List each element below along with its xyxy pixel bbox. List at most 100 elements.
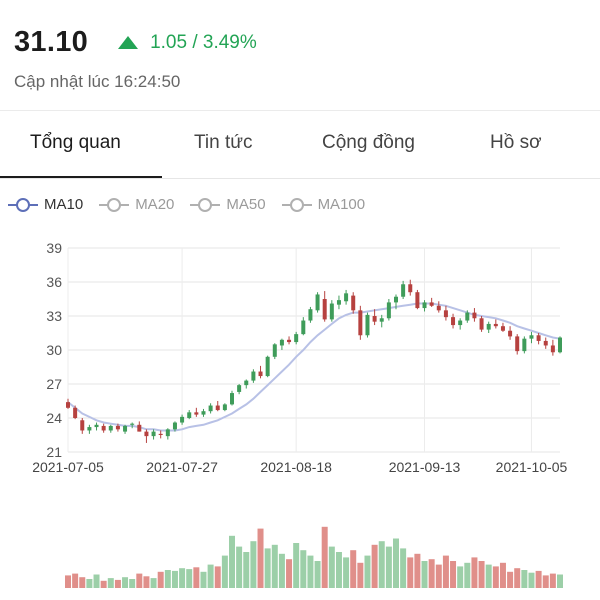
tab-news[interactable]: Tin tức bbox=[194, 132, 253, 153]
volume-bar bbox=[129, 579, 136, 588]
candle-body bbox=[115, 425, 120, 430]
volume-bar bbox=[236, 546, 243, 588]
candle-body bbox=[401, 284, 406, 297]
volume-bar bbox=[328, 546, 335, 588]
update-time: Cập nhật lúc 16:24:50 bbox=[14, 72, 181, 91]
candle-body bbox=[222, 404, 227, 411]
candle-body bbox=[251, 371, 256, 381]
candle-body bbox=[436, 305, 441, 311]
candle-body bbox=[94, 424, 99, 428]
indicator-legend: MA10 MA20 MA50 MA100 bbox=[8, 196, 381, 213]
volume-bar bbox=[221, 555, 228, 588]
candle-body bbox=[508, 330, 513, 337]
legend-label: MA20 bbox=[135, 196, 175, 213]
candle-body bbox=[479, 318, 484, 330]
candle-body bbox=[237, 385, 242, 392]
volume-bar bbox=[136, 573, 143, 588]
price-change: 1.05 / 3.49% bbox=[118, 32, 257, 54]
volume-bar bbox=[314, 561, 321, 588]
volume-bar bbox=[293, 543, 300, 588]
candle-body bbox=[408, 284, 413, 293]
tab-community[interactable]: Cộng đồng bbox=[322, 132, 415, 153]
candle-body bbox=[329, 303, 334, 320]
volume-bar bbox=[179, 568, 186, 588]
legend-label: MA10 bbox=[44, 196, 84, 213]
candle-body bbox=[137, 424, 142, 432]
candle-body bbox=[201, 411, 206, 415]
candle-body bbox=[130, 423, 135, 425]
x-tick-label: 2021-09-13 bbox=[389, 459, 461, 475]
volume-bar bbox=[464, 562, 471, 588]
candle-body bbox=[230, 393, 234, 405]
candle-body bbox=[101, 425, 106, 431]
y-tick-label: 36 bbox=[46, 274, 62, 290]
volume-bar bbox=[357, 562, 364, 588]
candle-body bbox=[73, 407, 78, 418]
candle-body bbox=[336, 300, 341, 305]
candle-body bbox=[443, 310, 448, 318]
volume-bar bbox=[507, 571, 514, 588]
volume-bar bbox=[114, 579, 121, 588]
candle-body bbox=[379, 318, 384, 322]
volume-bar bbox=[535, 570, 542, 588]
candle-body bbox=[344, 293, 349, 302]
volume-bar bbox=[65, 575, 71, 588]
candle-body bbox=[536, 335, 541, 341]
legend-ma10[interactable]: MA10 bbox=[8, 196, 83, 213]
volume-bar bbox=[300, 550, 307, 588]
y-tick-label: 27 bbox=[46, 376, 62, 392]
candle-body bbox=[194, 412, 199, 415]
active-tab-indicator bbox=[0, 176, 162, 179]
y-tick-label: 33 bbox=[46, 308, 62, 324]
candle-body bbox=[144, 431, 149, 437]
volume-bar bbox=[364, 555, 371, 588]
candle-body bbox=[429, 302, 434, 306]
volume-bar bbox=[122, 577, 129, 588]
candle-body bbox=[287, 339, 292, 343]
volume-bar bbox=[385, 546, 392, 588]
volume-bar bbox=[250, 541, 257, 588]
volume-bar bbox=[171, 570, 178, 588]
legend-ma50[interactable]: MA50 bbox=[190, 196, 266, 213]
x-tick-label: 2021-08-18 bbox=[260, 459, 332, 475]
tab-overview[interactable]: Tổng quan bbox=[30, 132, 121, 153]
candle-body bbox=[258, 371, 263, 377]
volume-bar bbox=[514, 568, 521, 588]
price-header: 31.10 1.05 / 3.49% bbox=[14, 26, 257, 59]
volume-bar bbox=[542, 575, 549, 588]
volume-bar bbox=[478, 561, 485, 588]
candle-body bbox=[265, 356, 270, 377]
volume-bar bbox=[214, 566, 221, 588]
candle-body bbox=[308, 309, 313, 321]
volume-bar bbox=[343, 557, 350, 588]
candle-body bbox=[187, 412, 192, 418]
candle-body bbox=[515, 336, 520, 352]
volume-bar bbox=[457, 566, 464, 588]
volume-bar bbox=[186, 569, 193, 588]
volume-bar bbox=[450, 561, 457, 588]
candle-body bbox=[172, 422, 177, 430]
x-tick-label: 2021-07-27 bbox=[146, 459, 218, 475]
legend-ma100[interactable]: MA100 bbox=[281, 196, 366, 213]
line-ring-icon bbox=[190, 197, 221, 212]
volume-bar bbox=[286, 559, 293, 588]
volume-bar bbox=[557, 574, 563, 588]
tab-profile[interactable]: Hồ sơ bbox=[490, 132, 542, 153]
volume-bar bbox=[335, 552, 342, 588]
y-tick-label: 39 bbox=[46, 240, 62, 256]
candle-body bbox=[215, 405, 220, 411]
volume-bar bbox=[107, 578, 114, 588]
x-tick-label: 2021-07-05 bbox=[32, 459, 104, 475]
candle-body bbox=[543, 340, 548, 346]
volume-bar bbox=[442, 555, 449, 588]
volume-bar bbox=[549, 573, 556, 588]
candle-body bbox=[358, 310, 363, 336]
current-price: 31.10 bbox=[14, 26, 89, 58]
candle-body bbox=[315, 294, 320, 311]
volume-bar bbox=[72, 573, 79, 588]
legend-ma20[interactable]: MA20 bbox=[99, 196, 174, 213]
candle-body bbox=[386, 302, 391, 319]
legend-label: MA100 bbox=[317, 196, 366, 213]
volume-bar bbox=[350, 550, 357, 588]
